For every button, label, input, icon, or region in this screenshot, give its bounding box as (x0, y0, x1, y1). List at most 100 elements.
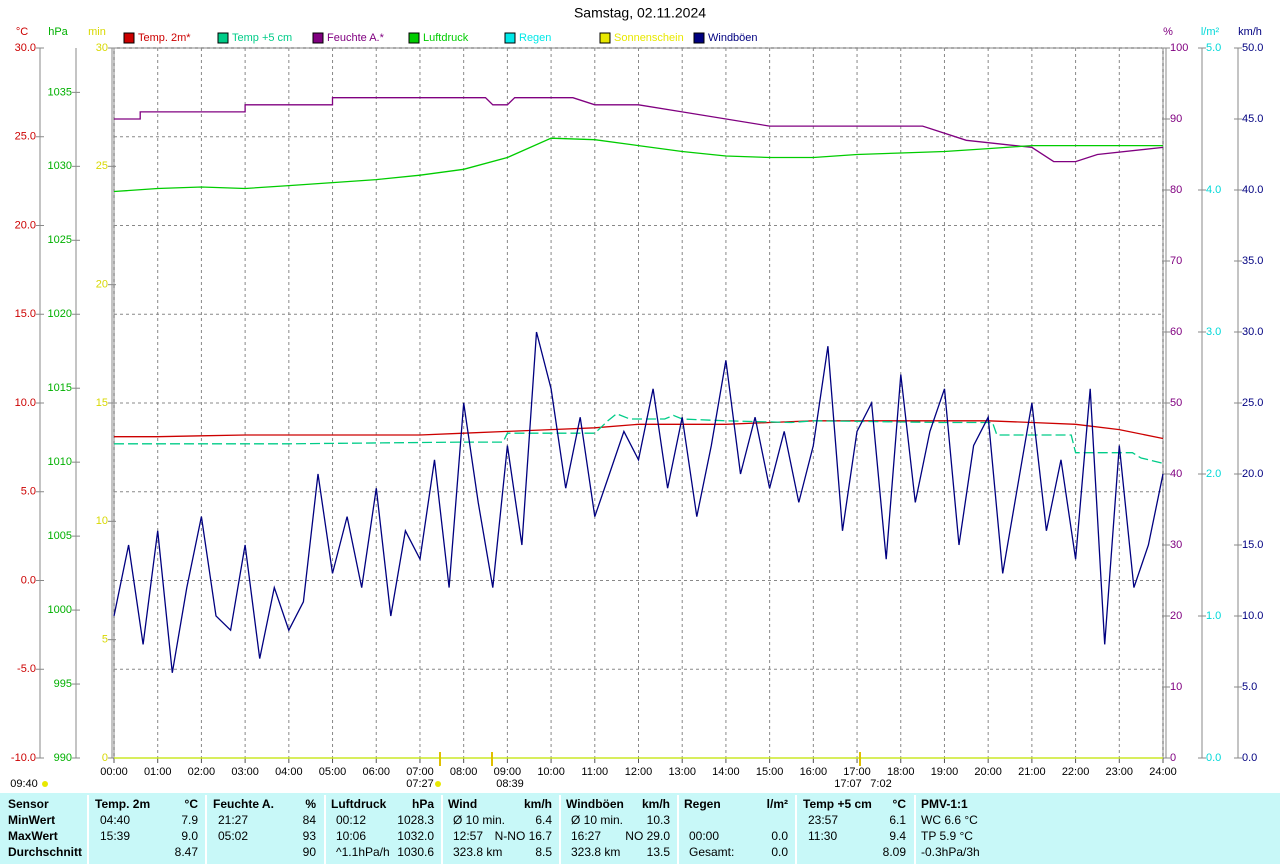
y-tick-label: 5.0 (21, 486, 36, 498)
y-tick-label: 1005 (48, 530, 72, 542)
column-title: Sensor (8, 797, 49, 811)
column-title: Wind (448, 797, 477, 811)
y-tick-label: 40 (1170, 468, 1182, 480)
column-title: Feuchte A. (213, 797, 274, 811)
cell-text: 323.8 km (571, 845, 620, 859)
column-title: Temp +5 cm (803, 797, 872, 811)
x-tick-label: 17:00 (843, 766, 871, 778)
cell-value: 0.0 (771, 829, 788, 843)
annotation: 07:27 (406, 778, 434, 790)
x-tick-label: 24:00 (1149, 766, 1177, 778)
legend-label: Luftdruck (423, 32, 469, 44)
x-tick-label: 08:00 (450, 766, 478, 778)
y-tick-label: 1020 (48, 308, 72, 320)
axis-unit: hPa (48, 26, 68, 38)
y-tick-label: 20.0 (1242, 468, 1263, 480)
x-tick-label: 22:00 (1062, 766, 1090, 778)
x-tick-label: 21:00 (1018, 766, 1046, 778)
cell-value: 93 (303, 829, 317, 843)
y-tick-label: 0.0 (1242, 752, 1257, 764)
x-tick-label: 06:00 (362, 766, 390, 778)
y-tick-label: 30.0 (15, 42, 36, 54)
y-tick-label: 25.0 (1242, 397, 1263, 409)
y-tick-label: 0 (1170, 752, 1176, 764)
cell-text: 23:57 (808, 813, 838, 827)
cell-value: 10.3 (647, 813, 671, 827)
cell-value: 1032.0 (397, 829, 434, 843)
axis-unit: min (88, 26, 106, 38)
cell-text: 04:40 (100, 813, 130, 827)
cell-value: 9.4 (889, 829, 906, 843)
sun-icon (435, 781, 441, 787)
column-unit: km/h (642, 797, 670, 811)
cell-text: WC 6.6 °C (921, 813, 978, 827)
x-tick-label: 03:00 (231, 766, 259, 778)
y-tick-label: 30 (1170, 539, 1182, 551)
annotation: 09:40 (10, 778, 38, 790)
legend-swatch (693, 32, 705, 44)
chart-title: Samstag, 02.11.2024 (574, 5, 706, 21)
y-tick-label: 20 (96, 279, 108, 291)
cell-value: 9.0 (181, 829, 198, 843)
cell-text: Ø 10 min. (571, 813, 623, 827)
y-tick-label: 1025 (48, 234, 72, 246)
cell-text: 00:00 (689, 829, 719, 843)
row-label: MaxWert (8, 829, 58, 843)
cell-text: 00:12 (336, 813, 366, 827)
y-tick-label: 0.0 (21, 574, 36, 586)
column-unit: °C (185, 797, 199, 811)
y-tick-label: 80 (1170, 184, 1182, 196)
row-label: Durchschnitt (8, 845, 82, 859)
y-tick-label: 15 (96, 397, 108, 409)
legend-label: Temp +5 cm (232, 32, 292, 44)
legend-swatch (504, 32, 516, 44)
cell-text: 12:57 (453, 829, 483, 843)
x-tick-label: 18:00 (887, 766, 915, 778)
x-tick-label: 15:00 (756, 766, 784, 778)
cell-value: 8.47 (175, 845, 199, 859)
y-tick-label: 1035 (48, 86, 72, 98)
y-tick-label: 5 (102, 634, 108, 646)
table-background (0, 793, 1280, 864)
legend-label: Feuchte A.* (327, 32, 385, 44)
y-tick-label: 990 (54, 752, 72, 764)
x-tick-label: 11:00 (581, 766, 608, 778)
row-label: MinWert (8, 813, 55, 827)
x-tick-label: 00:00 (100, 766, 128, 778)
column-title: Regen (684, 797, 721, 811)
y-tick-label: 30 (96, 42, 108, 54)
x-tick-label: 10:00 (537, 766, 565, 778)
y-tick-label: 15.0 (1242, 539, 1263, 551)
cell-text: 21:27 (218, 813, 248, 827)
sun-icon (42, 781, 48, 787)
axis-unit: % (1163, 26, 1173, 38)
column-unit: l/m² (767, 797, 788, 811)
y-tick-label: 1.0 (1206, 610, 1221, 622)
x-tick-label: 16:00 (800, 766, 828, 778)
y-tick-label: 10.0 (1242, 610, 1263, 622)
x-tick-label: 09:00 (494, 766, 522, 778)
y-tick-label: 60 (1170, 326, 1182, 338)
cell-value: NO 29.0 (625, 829, 670, 843)
x-tick-label: 05:00 (319, 766, 347, 778)
y-tick-label: 100 (1170, 42, 1188, 54)
cell-text: Ø 10 min. (453, 813, 505, 827)
x-tick-label: 19:00 (931, 766, 959, 778)
legend-swatch (217, 32, 229, 44)
x-tick-label: 12:00 (625, 766, 653, 778)
column-unit: % (305, 797, 316, 811)
cell-value: 7.9 (181, 813, 198, 827)
cell-text: 11:30 (808, 829, 837, 843)
legend-label: Windböen (708, 32, 758, 44)
y-tick-label: 15.0 (15, 308, 36, 320)
annotation: 08:39 (496, 778, 524, 790)
y-tick-label: 50.0 (1242, 42, 1263, 54)
cell-value: 90 (303, 845, 317, 859)
y-tick-label: 4.0 (1206, 184, 1221, 196)
cell-value: 84 (303, 813, 317, 827)
y-tick-label: -5.0 (17, 663, 36, 675)
annotation: 17:07 (834, 778, 862, 790)
y-tick-label: 45.0 (1242, 113, 1263, 125)
cell-value: 1028.3 (397, 813, 434, 827)
